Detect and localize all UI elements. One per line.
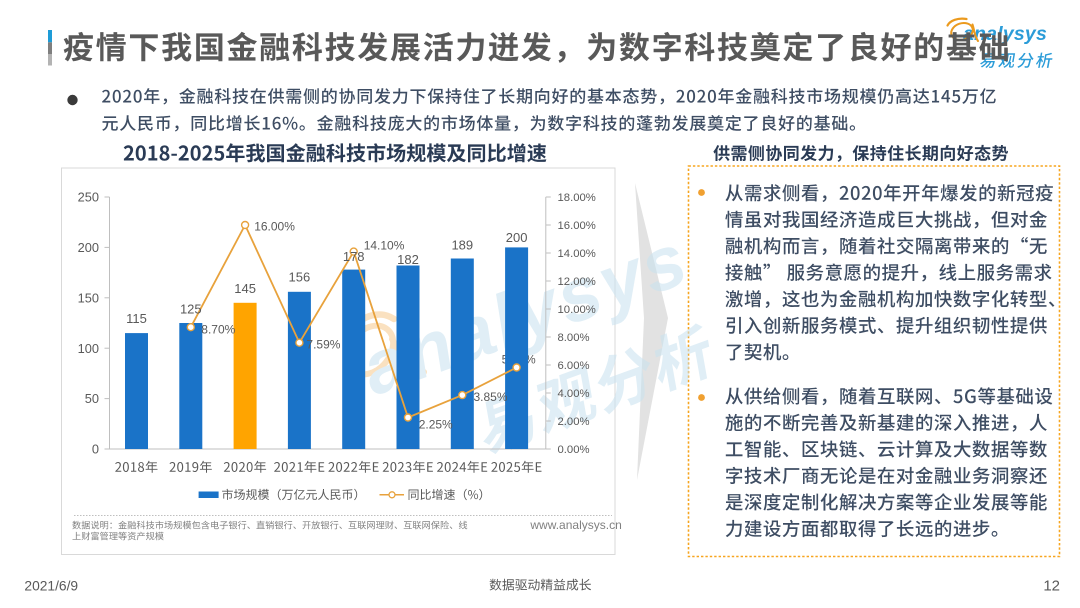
svg-text:0.00%: 0.00% (558, 444, 590, 456)
svg-text:16.00%: 16.00% (254, 220, 295, 234)
svg-text:2.00%: 2.00% (558, 416, 590, 428)
svg-text:182: 182 (397, 252, 419, 267)
svg-text:150: 150 (78, 290, 99, 305)
svg-text:4.00%: 4.00% (558, 388, 590, 400)
svg-text:8.70%: 8.70% (201, 323, 235, 337)
svg-text:18.00%: 18.00% (558, 192, 596, 204)
svg-text:0: 0 (92, 442, 99, 457)
svg-text:200: 200 (506, 230, 528, 245)
svg-text:250: 250 (78, 190, 99, 205)
svg-text:115: 115 (126, 311, 147, 326)
svg-text:8.00%: 8.00% (558, 332, 590, 344)
svg-text:125: 125 (180, 302, 202, 317)
svg-text:16.00%: 16.00% (558, 220, 596, 232)
svg-text:200: 200 (78, 240, 99, 255)
svg-text:2021/6/9: 2021/6/9 (24, 579, 78, 594)
svg-text:156: 156 (289, 270, 311, 285)
svg-text:145: 145 (234, 281, 256, 296)
svg-text:12: 12 (1043, 578, 1060, 595)
svg-text:www.analysys.cn: www.analysys.cn (529, 518, 621, 532)
svg-text:14.00%: 14.00% (558, 248, 596, 260)
svg-text:2.25%: 2.25% (419, 418, 453, 432)
svg-text:100: 100 (78, 341, 99, 356)
svg-text:3.85%: 3.85% (474, 390, 508, 404)
svg-text:178: 178 (343, 249, 365, 264)
svg-text:7.59%: 7.59% (306, 338, 340, 352)
svg-text:10.00%: 10.00% (558, 304, 596, 316)
svg-text:14.10%: 14.10% (364, 239, 405, 253)
svg-text:189: 189 (451, 238, 473, 253)
svg-text:50: 50 (85, 391, 99, 406)
svg-text:6.00%: 6.00% (558, 360, 590, 372)
svg-text:12.00%: 12.00% (558, 276, 596, 288)
